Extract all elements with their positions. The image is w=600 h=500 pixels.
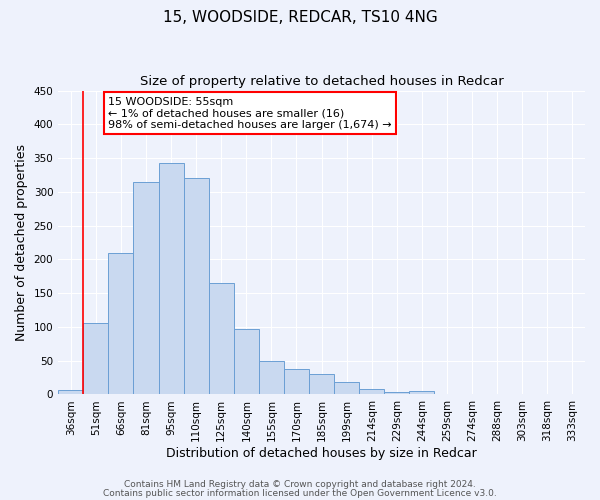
Text: Contains HM Land Registry data © Crown copyright and database right 2024.: Contains HM Land Registry data © Crown c… — [124, 480, 476, 489]
X-axis label: Distribution of detached houses by size in Redcar: Distribution of detached houses by size … — [166, 447, 477, 460]
Text: 15, WOODSIDE, REDCAR, TS10 4NG: 15, WOODSIDE, REDCAR, TS10 4NG — [163, 10, 437, 25]
Bar — [284, 370, 309, 394]
Bar — [234, 329, 259, 394]
Y-axis label: Number of detached properties: Number of detached properties — [15, 144, 28, 341]
Bar — [184, 178, 209, 394]
Bar — [58, 390, 83, 394]
Bar — [259, 360, 284, 394]
Bar — [158, 163, 184, 394]
Bar — [209, 283, 234, 395]
Bar — [109, 252, 133, 394]
Bar — [309, 374, 334, 394]
Bar — [385, 392, 409, 394]
Text: 15 WOODSIDE: 55sqm
← 1% of detached houses are smaller (16)
98% of semi-detached: 15 WOODSIDE: 55sqm ← 1% of detached hous… — [108, 96, 392, 130]
Text: Contains public sector information licensed under the Open Government Licence v3: Contains public sector information licen… — [103, 489, 497, 498]
Bar — [409, 391, 434, 394]
Bar — [359, 389, 385, 394]
Bar — [334, 382, 359, 394]
Title: Size of property relative to detached houses in Redcar: Size of property relative to detached ho… — [140, 75, 503, 88]
Bar — [83, 323, 109, 394]
Bar — [133, 182, 158, 394]
